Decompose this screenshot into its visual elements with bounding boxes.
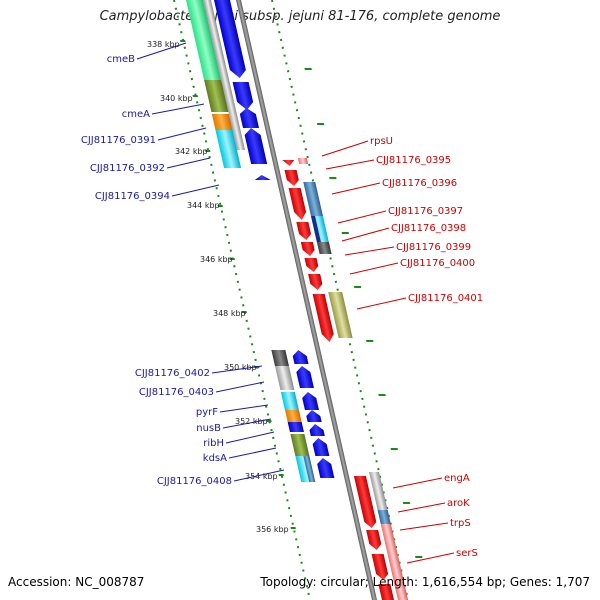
cog-block-pyrF	[280, 392, 299, 410]
gene-label-0403: CJJ81176_0403	[139, 387, 214, 398]
gene-arrow-0392	[244, 128, 268, 164]
cog-block-rpsU	[297, 158, 309, 164]
tick-label: 342 kbp	[175, 147, 208, 156]
gene-label-0392: CJJ81176_0392	[90, 163, 165, 174]
tick-label: 356 kbp	[256, 525, 289, 534]
gene-arrow-serS	[378, 584, 395, 600]
gene-label-ribH: ribH	[203, 438, 224, 449]
gene-arrow-kdsA	[312, 438, 330, 456]
cog-block-nusB	[284, 410, 302, 422]
cog-block-cmeB	[186, 0, 222, 80]
genome-summary: Topology: circular; Length: 1,616,554 bp…	[260, 575, 590, 589]
gene-arrow-0408	[317, 458, 335, 478]
cog-block-ribH	[287, 422, 304, 432]
gene-arrow-0402	[292, 350, 309, 364]
left-boundary-track	[173, 0, 311, 600]
gene-label-0395: CJJ81176_0395	[376, 155, 451, 166]
right-gene-labels: rpsU CJJ81176_0395 CJJ81176_0396 CJJ8117…	[370, 136, 483, 559]
tick-marks-right	[304, 68, 423, 558]
gene-label-0397: CJJ81176_0397	[388, 206, 463, 217]
gene-label-0401: CJJ81176_0401	[408, 293, 483, 304]
left-leader-lines	[136, 42, 285, 482]
gene-arrow-0399	[304, 258, 319, 272]
gray-strip	[203, 0, 246, 150]
left-gene-labels: cmeB cmeA CJJ81176_0391 CJJ81176_0392 CJ…	[81, 54, 232, 487]
tick-label: 354 kbp	[245, 472, 278, 481]
tick-label: 346 kbp	[200, 255, 233, 264]
tick-labels: 338 kbp 340 kbp 342 kbp 344 kbp 346 kbp …	[147, 40, 289, 534]
cog-block-0403	[274, 366, 295, 390]
tick-label: 338 kbp	[147, 40, 180, 49]
gene-label-0394: CJJ81176_0394	[95, 191, 170, 202]
gene-arrow-0396	[288, 188, 307, 220]
cog-block-0391	[211, 114, 233, 130]
right-leader-lines	[321, 140, 455, 564]
gene-label-serS: serS	[456, 548, 478, 559]
gene-arrow-0400	[308, 274, 323, 290]
accession-label: Accession: NC_008787	[8, 575, 145, 589]
gene-arrow-0397	[296, 222, 312, 240]
gene-arrow-0403	[296, 366, 314, 388]
gene-label-0399: CJJ81176_0399	[396, 242, 471, 253]
gene-arrow-ribH	[309, 424, 325, 436]
gene-label-cmeB: cmeB	[107, 54, 135, 65]
cog-block-aroK	[377, 510, 391, 524]
cog-block-0401	[328, 292, 353, 338]
tick-label: 348 kbp	[213, 309, 246, 318]
cog-block-0408b	[303, 456, 316, 482]
gene-label-engA: engA	[444, 473, 470, 484]
gene-label-kdsA: kdsA	[203, 453, 227, 464]
cog-block-0399	[316, 242, 332, 254]
cog-block-serS	[388, 558, 409, 600]
cog-block-0396	[303, 182, 323, 216]
gene-label-nusB: nusB	[196, 423, 221, 434]
gene-label-aroK: aroK	[447, 498, 470, 509]
gene-arrow-rpsU	[282, 160, 295, 166]
cog-block-0392	[215, 130, 242, 168]
gene-arrow-nusB	[306, 410, 322, 422]
gene-label-0402: CJJ81176_0402	[135, 368, 210, 379]
gene-label-rpsU: rpsU	[370, 136, 393, 147]
gene-label-0398: CJJ81176_0398	[391, 223, 466, 234]
tick-label: 350 kbp	[224, 363, 257, 372]
cog-block-0402	[271, 350, 289, 366]
gene-arrow-0401	[312, 294, 334, 342]
gene-arrow-0395	[284, 170, 299, 186]
gene-arrow-trpS	[371, 554, 389, 580]
cog-block-0398	[310, 216, 321, 242]
gene-label-0396: CJJ81176_0396	[382, 178, 457, 189]
tick-label: 352 kbp	[235, 417, 268, 426]
gene-label-pyrF: pyrF	[196, 407, 218, 418]
cog-block-cmeA	[204, 80, 229, 112]
gene-label-0400: CJJ81176_0400	[400, 258, 475, 269]
gene-arrow-0391	[239, 108, 260, 128]
gene-label-trpS: trpS	[450, 518, 471, 529]
tick-label: 344 kbp	[187, 201, 220, 210]
gene-arrow-cmeA	[232, 82, 254, 110]
cog-block-kdsA	[290, 434, 310, 456]
gene-label-0408: CJJ81176_0408	[157, 476, 232, 487]
gene-arrow-engA	[353, 476, 377, 528]
gene-label-0391: CJJ81176_0391	[81, 135, 156, 146]
gene-label-cmeA: cmeA	[122, 109, 150, 120]
tick-label: 340 kbp	[160, 94, 193, 103]
gene-arrow-cmeB	[214, 0, 246, 78]
gene-arrow-0398	[300, 242, 315, 256]
gene-arrow-0394	[254, 175, 271, 180]
gene-arrow-pyrF	[302, 392, 319, 410]
cog-block-trpS	[380, 524, 399, 558]
gene-arrow-aroK	[366, 530, 382, 550]
genome-backbone	[236, 0, 378, 600]
